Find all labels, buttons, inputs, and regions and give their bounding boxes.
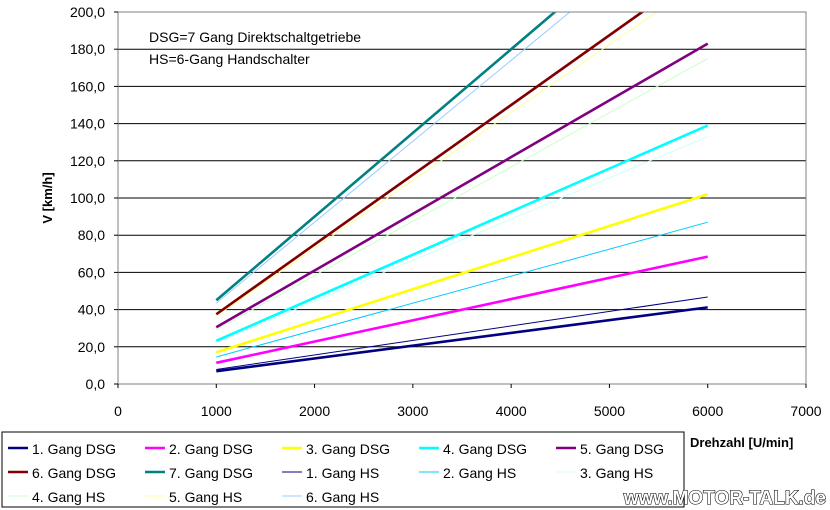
- y-tick-label: 140,0: [70, 116, 105, 132]
- y-axis-label: V [km/h]: [40, 172, 55, 223]
- y-tick-label: 0,0: [86, 376, 106, 392]
- y-tick-label: 200,0: [70, 4, 105, 20]
- series-line-4: [215, 124, 709, 343]
- series-line-11: [216, 58, 708, 331]
- y-tick-label: 120,0: [70, 153, 105, 169]
- y-tick-label: 40,0: [78, 302, 105, 318]
- y-tick-label: 20,0: [78, 339, 105, 355]
- series-line-5: [215, 42, 709, 329]
- series-line-7: [215, 12, 557, 302]
- legend-label: 4. Gang DSG: [443, 441, 527, 457]
- x-tick-label: 2000: [299, 403, 330, 419]
- legend: 1. Gang DSG 2. Gang DSG 3. Gang DSG 4. Gang…: [1, 431, 685, 508]
- legend-label: 1. Gang DSG: [32, 441, 116, 457]
- legend-label: 7. Gang DSG: [169, 465, 253, 481]
- grid: [118, 11, 806, 385]
- x-tick-labels: 0 1000 2000 3000 4000 5000 6000 7000: [114, 384, 822, 419]
- x-tick-label: 4000: [496, 403, 527, 419]
- legend-label: 3. Gang DSG: [306, 441, 390, 457]
- series-line-6: [215, 12, 645, 316]
- y-tick-label: 100,0: [70, 190, 105, 206]
- y-tick-label: 180,0: [70, 41, 105, 57]
- legend-label: 4. Gang HS: [32, 489, 105, 505]
- legend-label: 6. Gang HS: [306, 489, 379, 505]
- legend-label: 5. Gang HS: [169, 489, 242, 505]
- series-lines: [215, 12, 709, 373]
- x-tick-label: 7000: [790, 403, 821, 419]
- series-line-12: [216, 12, 658, 317]
- legend-box: [1, 431, 685, 508]
- legend-label: 5. Gang DSG: [580, 441, 664, 457]
- x-tick-label: 3000: [397, 403, 428, 419]
- series-line-2: [216, 255, 708, 365]
- legend-label: 1. Gang HS: [306, 465, 379, 481]
- series-line-9: [216, 221, 708, 358]
- series-line-8: [216, 296, 708, 370]
- annotation-dsg: DSG=7 Gang Direktschaltgetriebe: [149, 29, 361, 45]
- legend-label: 6. Gang DSG: [32, 465, 116, 481]
- series-line-10: [216, 136, 708, 344]
- x-axis-label: Drehzahl [U/min]: [690, 435, 793, 450]
- series-line-3: [215, 193, 709, 354]
- y-tick-label: 60,0: [78, 264, 105, 280]
- legend-label: 2. Gang DSG: [169, 441, 253, 457]
- legend-label: 3. Gang HS: [580, 465, 653, 481]
- y-tick-label: 80,0: [78, 227, 105, 243]
- x-tick-label: 0: [114, 403, 122, 419]
- legend-label: 2. Gang HS: [443, 465, 516, 481]
- watermark-logo: www.MOTOR-TALK.de: [623, 488, 826, 509]
- series-line-1: [216, 306, 708, 373]
- annotation-hs: HS=6-Gang Handschalter: [149, 51, 310, 67]
- y-tick-label: 160,0: [70, 78, 105, 94]
- x-tick-label: 5000: [594, 403, 625, 419]
- y-tick-labels: 0,0 20,0 40,0 60,0 80,0 100,0 120,0 140,0 160,0 1…: [70, 4, 118, 392]
- x-tick-label: 1000: [201, 403, 232, 419]
- series-line-13: [215, 12, 571, 304]
- x-tick-label: 6000: [692, 403, 723, 419]
